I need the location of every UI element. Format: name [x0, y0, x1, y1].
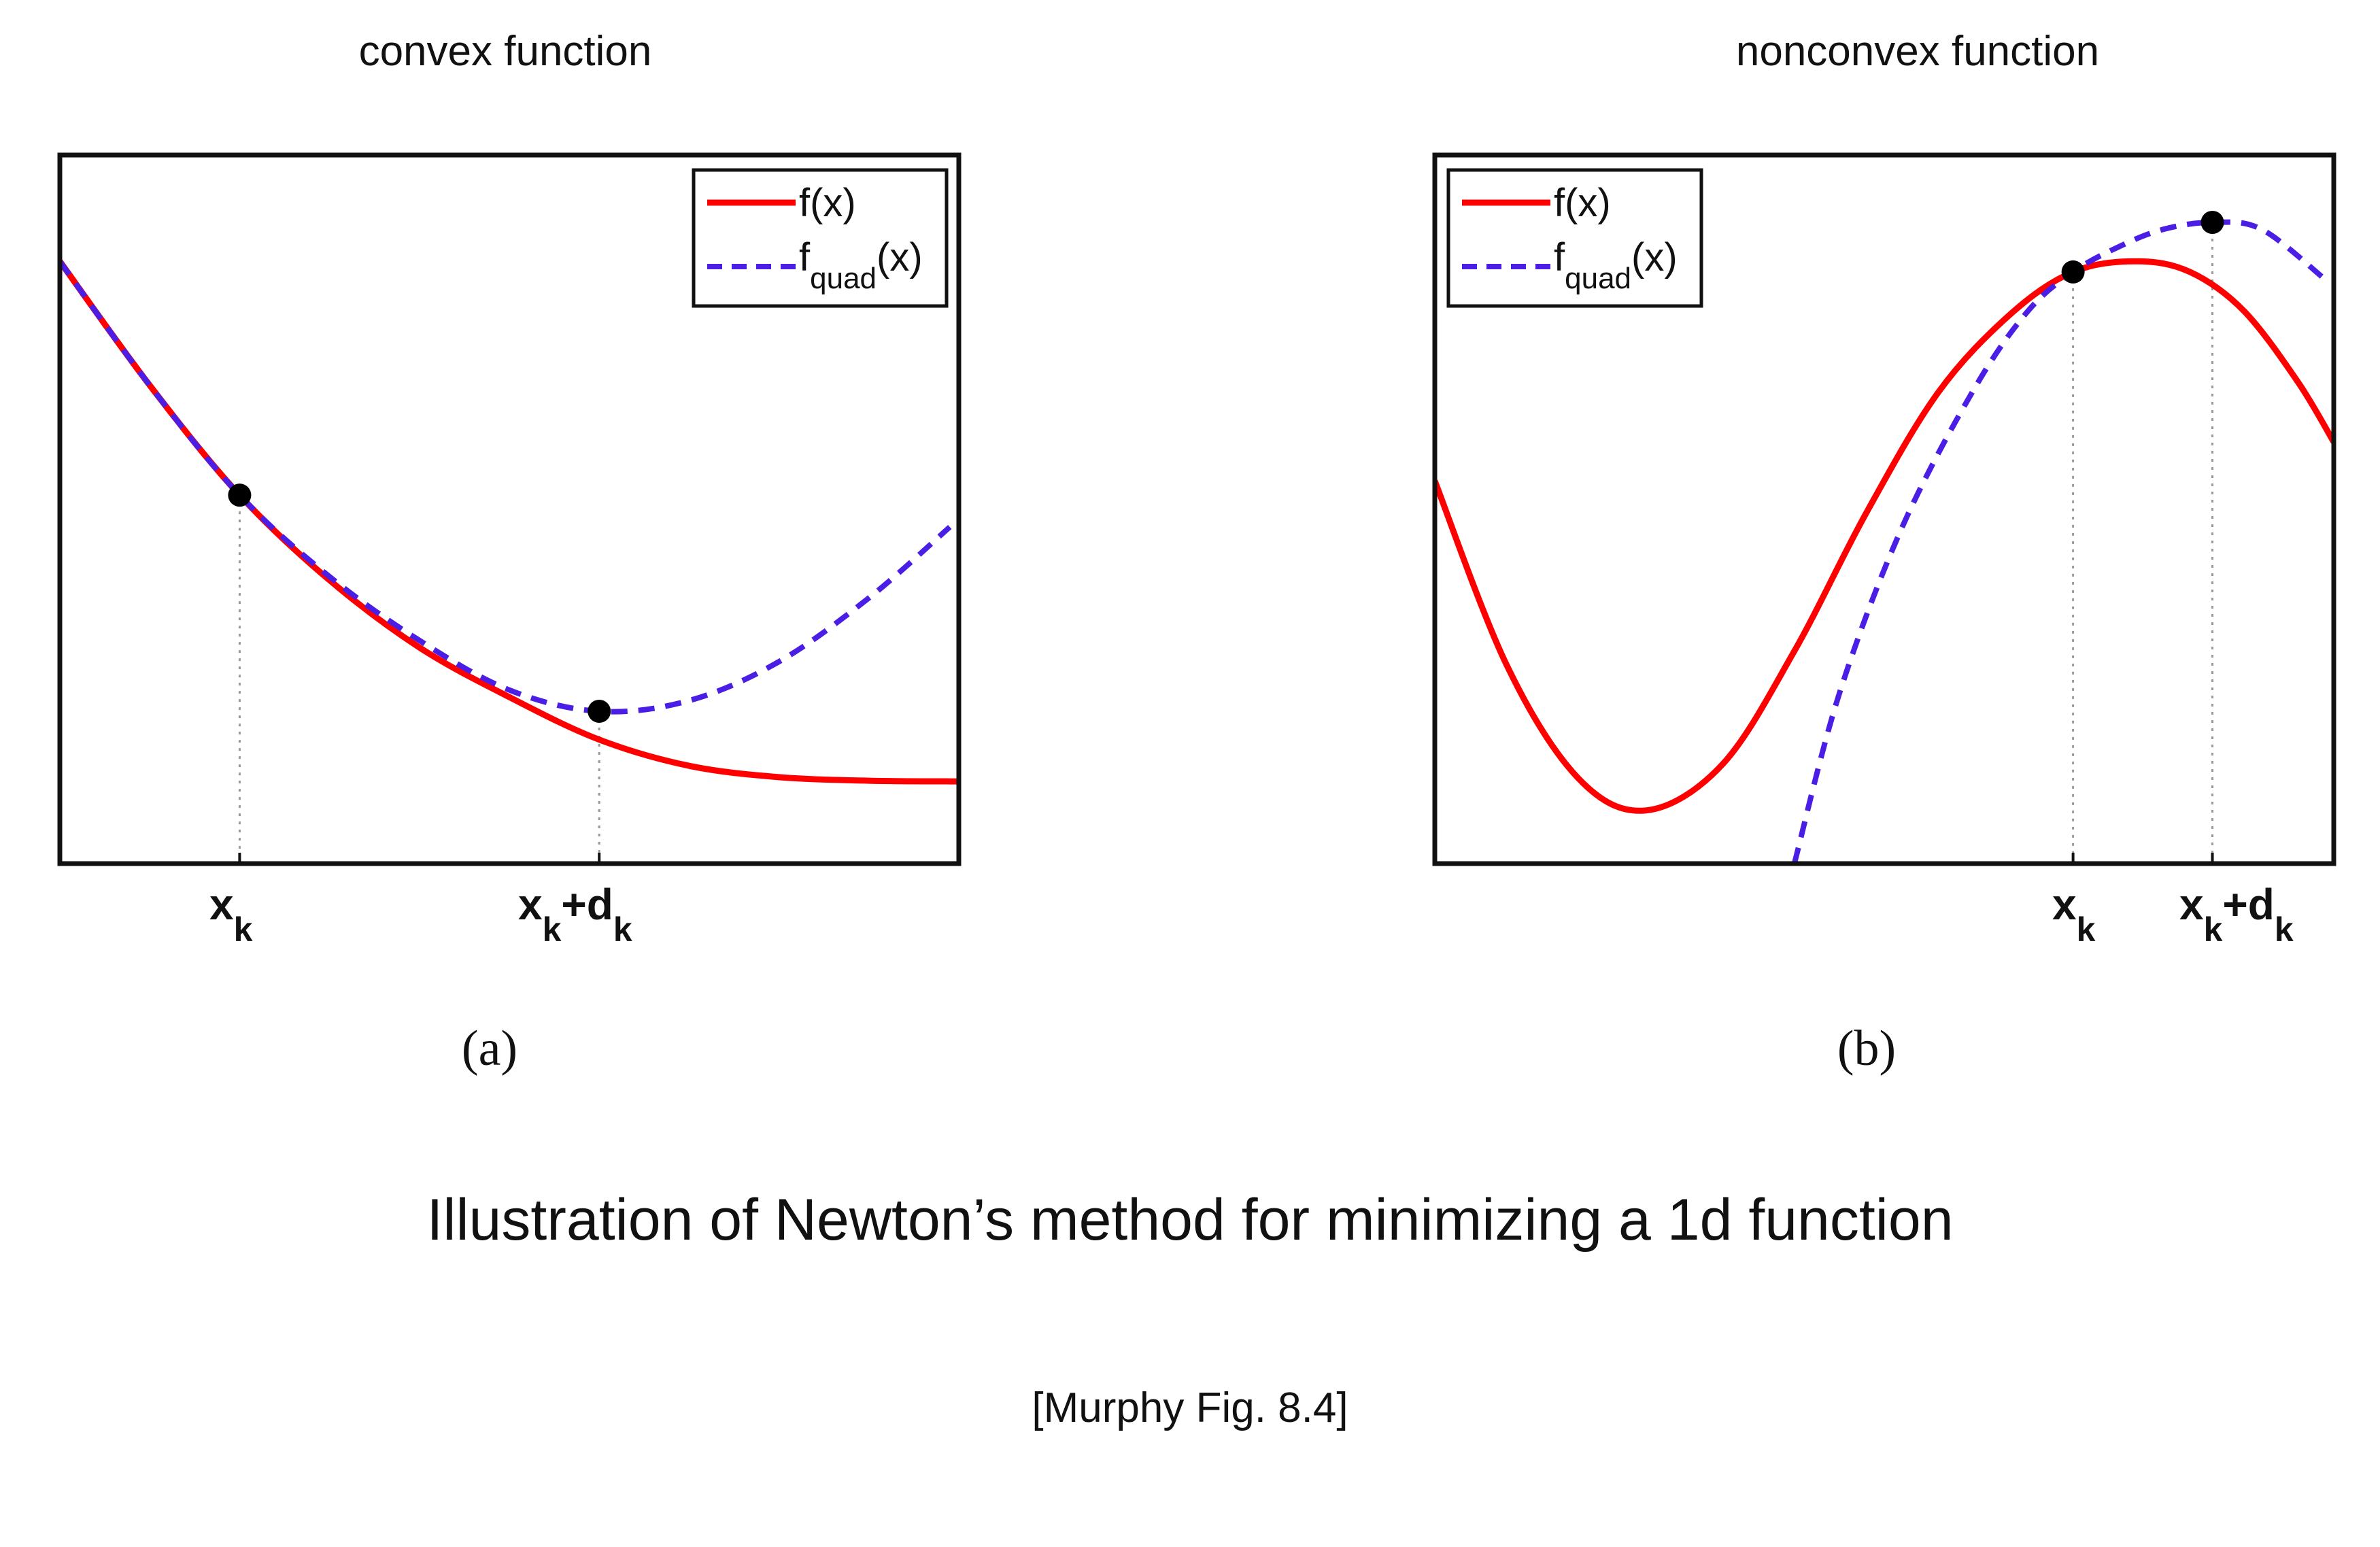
legend-label-f-a: f(x) — [799, 181, 856, 225]
data-point-a-0 — [228, 483, 252, 507]
legend-quad-sub-a: quad — [810, 262, 877, 295]
legend-label-f-b: f(x) — [1554, 181, 1611, 225]
legend-box-a — [692, 168, 949, 308]
tick-label-xk-a: xk — [209, 880, 253, 949]
tick-xkdk-plus-b: +d — [2222, 880, 2274, 929]
series-f-line-b — [1435, 258, 2334, 814]
tick-xkdk-sub2-a: k — [613, 911, 632, 949]
tick-label-xk-b: xk — [2052, 880, 2096, 949]
plot-frame-b — [1432, 152, 2336, 866]
chart-panel-a: f(x) fquad(x) xk xk+dk — [57, 152, 962, 949]
tick-xk-sub-b: k — [2077, 911, 2096, 949]
panel-b-title: nonconvex function — [1735, 28, 2100, 75]
tick-xkdk-sub1-a: k — [543, 911, 562, 949]
legend-b: f(x) fquad(x) — [1446, 168, 1703, 308]
tick-label-xkdk-b: xk+dk — [2179, 880, 2294, 949]
tick-label-xkdk-a: xk+dk — [518, 880, 632, 949]
legend-quad-tail-a: (x) — [877, 235, 923, 279]
series-group-a — [60, 259, 959, 785]
panel-b-sublabel: (b) — [1837, 1021, 1897, 1076]
figure-caption: Illustration of Newton’s method for mini… — [426, 1187, 1954, 1253]
legend-quad-sub-b: quad — [1565, 262, 1631, 295]
figure-source: [Murphy Fig. 8.4] — [1032, 1384, 1348, 1431]
legend-quad-tail-b: (x) — [1631, 235, 1678, 279]
plot-frame-a — [57, 152, 962, 866]
data-point-a-1 — [588, 699, 611, 723]
legend-label-quad-a: fquad(x) — [799, 235, 923, 295]
tick-xkdk-sub2-b: k — [2275, 911, 2294, 949]
guide-lines-b — [2072, 222, 2214, 864]
tick-xkdk-plus-a: +d — [561, 880, 613, 929]
panel-a-sublabel: (a) — [461, 1021, 518, 1076]
series-quad-line-a — [60, 259, 952, 715]
legend-quad-main-b: f — [1554, 235, 1565, 279]
tick-xkdk-main-b: x — [2179, 880, 2204, 929]
tick-group-a — [238, 853, 601, 864]
chart-panel-b: f(x) fquad(x) xk xk+dk — [1432, 152, 2336, 949]
tick-xk-main-a: x — [209, 880, 234, 929]
legend-a: f(x) fquad(x) — [692, 168, 949, 308]
legend-label-quad-b: fquad(x) — [1554, 235, 1678, 295]
data-point-b-0 — [2061, 260, 2085, 284]
panel-a-title: convex function — [358, 28, 652, 75]
tick-group-b — [2071, 853, 2214, 864]
tick-xkdk-main-a: x — [518, 880, 543, 929]
points-group-a — [228, 483, 611, 723]
series-quad-line-b — [1791, 219, 2327, 864]
legend-quad-main-a: f — [799, 235, 811, 279]
series-f-line-a — [60, 259, 959, 785]
tick-xk-main-b: x — [2052, 880, 2077, 929]
legend-box-b — [1446, 168, 1703, 308]
points-group-b — [2061, 210, 2224, 284]
data-point-b-1 — [2200, 210, 2224, 234]
series-group-b — [1435, 219, 2334, 864]
tick-xk-sub-a: k — [234, 911, 253, 949]
tick-xkdk-sub1-b: k — [2204, 911, 2223, 949]
